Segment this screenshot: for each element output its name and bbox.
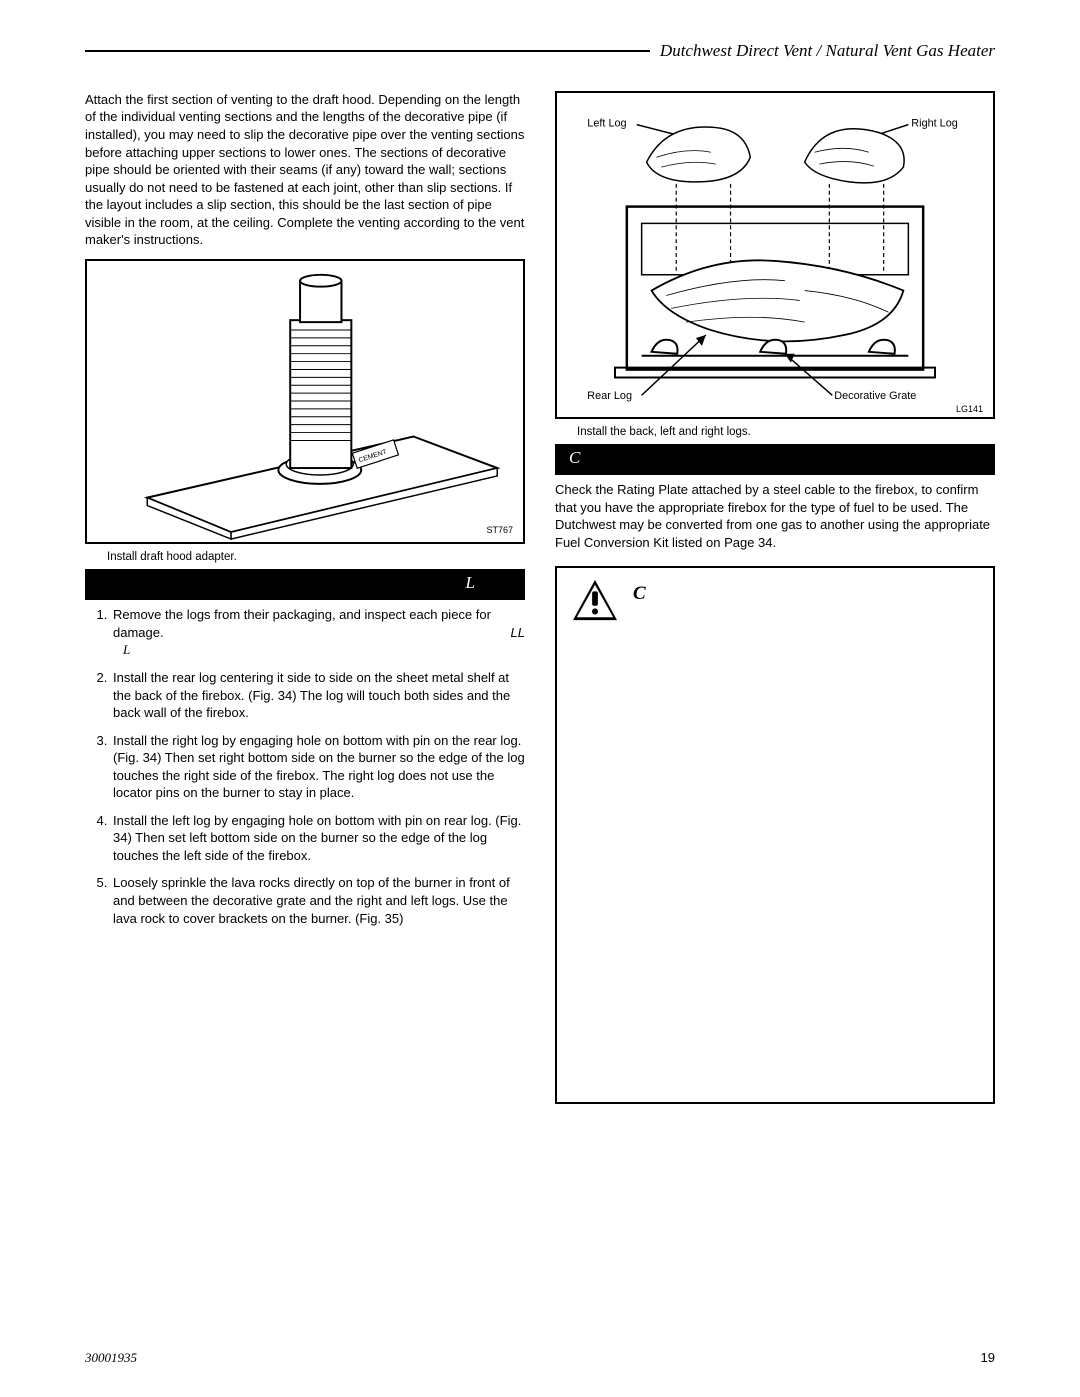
decorative-grate-label: Decorative Grate <box>834 390 916 402</box>
caution-header: C <box>557 568 993 626</box>
log-install-steps: Remove the logs from their packaging, an… <box>85 606 525 641</box>
header-rule: Dutchwest Direct Vent / Natural Vent Gas… <box>85 40 995 63</box>
header-line <box>85 50 650 52</box>
intro-paragraph: Attach the first section of venting to t… <box>85 91 525 249</box>
step-3: Install the right log by engaging hole o… <box>111 732 525 802</box>
log-placement-illustration: Left Log Right Log <box>557 93 993 417</box>
caution-box: C <box>555 566 995 1104</box>
figure-34-code: LG141 <box>956 403 983 415</box>
right-log-label: Right Log <box>911 118 958 130</box>
figure-34: Left Log Right Log <box>555 91 995 419</box>
right-column: Left Log Right Log <box>555 91 995 1104</box>
step-1: Remove the logs from their packaging, an… <box>111 606 525 641</box>
page-footer: 30001935 19 <box>85 1349 995 1367</box>
document-number: 30001935 <box>85 1349 137 1367</box>
step-1-tail: LL <box>511 624 525 642</box>
caution-title: C <box>633 581 646 607</box>
page-number: 19 <box>981 1349 995 1367</box>
step-5: Loosely sprinkle the lava rocks directly… <box>111 874 525 927</box>
step-1-note: L <box>123 641 525 659</box>
section-install-logs: L <box>85 569 525 600</box>
section-confirm-fuel: C <box>555 444 995 475</box>
fuel-paragraph: Check the Rating Plate attached by a ste… <box>555 481 995 551</box>
step-1-text: Remove the logs from their packaging, an… <box>113 607 491 640</box>
left-column: Attach the first section of venting to t… <box>85 91 525 1104</box>
two-column-layout: Attach the first section of venting to t… <box>85 91 995 1104</box>
figure-33-caption: Install draft hood adapter. <box>107 550 525 566</box>
left-log-label: Left Log <box>587 118 626 130</box>
step-2: Install the rear log centering it side t… <box>111 669 525 722</box>
figure-33: CEMENT ST767 <box>85 259 525 544</box>
figure-33-code: ST767 <box>486 524 513 536</box>
figure-34-caption: Install the back, left and right logs. <box>577 425 995 441</box>
page-title: Dutchwest Direct Vent / Natural Vent Gas… <box>650 40 995 63</box>
log-install-steps-cont: Install the rear log centering it side t… <box>85 669 525 927</box>
step-4: Install the left log by engaging hole on… <box>111 812 525 865</box>
rear-log-label: Rear Log <box>587 390 632 402</box>
warning-icon <box>571 578 619 622</box>
draft-hood-illustration: CEMENT <box>87 261 523 542</box>
